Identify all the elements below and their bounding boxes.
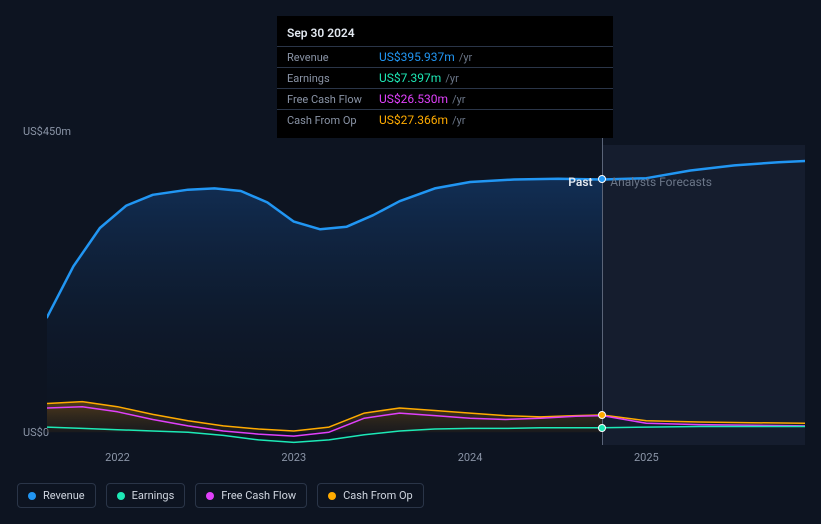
x-tick: 2025 xyxy=(634,451,659,464)
y-axis-max-label: US$450m xyxy=(23,125,71,138)
tooltip-rows: RevenueUS$395.937m/yrEarningsUS$7.397m/y… xyxy=(277,46,613,130)
legend-dot xyxy=(28,492,36,500)
forecast-region xyxy=(602,145,805,445)
legend-label: Earnings xyxy=(132,489,175,502)
tooltip-row-value: US$27.366m xyxy=(379,113,448,127)
legend-item-free-cash-flow[interactable]: Free Cash Flow xyxy=(195,483,307,508)
tooltip-row-unit: /yr xyxy=(459,51,472,64)
tooltip-row-label: Earnings xyxy=(287,72,379,85)
tooltip-date: Sep 30 2024 xyxy=(277,26,613,46)
past-label: Past xyxy=(568,175,592,189)
legend-item-cash-from-op[interactable]: Cash From Op xyxy=(317,483,424,508)
legend-dot xyxy=(328,492,336,500)
legend-dot xyxy=(206,492,214,500)
tooltip-row-label: Revenue xyxy=(287,51,379,64)
tooltip-row: RevenueUS$395.937m/yr xyxy=(277,46,613,67)
legend: Revenue Earnings Free Cash Flow Cash From O… xyxy=(17,483,424,508)
tooltip-row-value: US$7.397m xyxy=(379,71,441,85)
legend-dot xyxy=(117,492,125,500)
tooltip-row: EarningsUS$7.397m/yr xyxy=(277,67,613,88)
legend-label: Revenue xyxy=(43,489,85,502)
tooltip-row-unit: /yr xyxy=(452,93,465,106)
tooltip-row: Free Cash FlowUS$26.530m/yr xyxy=(277,88,613,109)
tooltip-row-value: US$395.937m xyxy=(379,50,455,64)
forecast-label: Analysts Forecasts xyxy=(610,175,712,189)
y-axis-zero-label: US$0 xyxy=(23,426,49,439)
legend-item-revenue[interactable]: Revenue xyxy=(17,483,96,508)
plot-area[interactable]: Past Analysts Forecasts xyxy=(47,145,805,445)
marker-earnings xyxy=(598,424,606,432)
tooltip-row-label: Free Cash Flow xyxy=(287,93,379,106)
x-tick: 2022 xyxy=(105,451,130,464)
marker-cashfromop xyxy=(598,411,606,419)
revenue-area xyxy=(47,179,602,432)
x-tick: 2023 xyxy=(281,451,306,464)
x-tick: 2024 xyxy=(458,451,483,464)
tooltip-row-unit: /yr xyxy=(445,72,458,85)
tooltip-row-unit: /yr xyxy=(452,114,465,127)
tooltip-row-value: US$26.530m xyxy=(379,92,448,106)
chart-container: US$450m US$0 Past Analysts Forecasts xyxy=(17,125,805,445)
legend-item-earnings[interactable]: Earnings xyxy=(106,483,186,508)
x-axis: 2022 2023 2024 2025 xyxy=(47,451,805,471)
tooltip-row-label: Cash From Op xyxy=(287,114,379,127)
marker-revenue xyxy=(598,175,606,183)
tooltip-row: Cash From OpUS$27.366m/yr xyxy=(277,109,613,130)
tooltip: Sep 30 2024 RevenueUS$395.937m/yrEarning… xyxy=(277,16,613,138)
chart-svg xyxy=(47,145,805,445)
legend-label: Cash From Op xyxy=(343,489,413,502)
legend-label: Free Cash Flow xyxy=(221,489,296,502)
